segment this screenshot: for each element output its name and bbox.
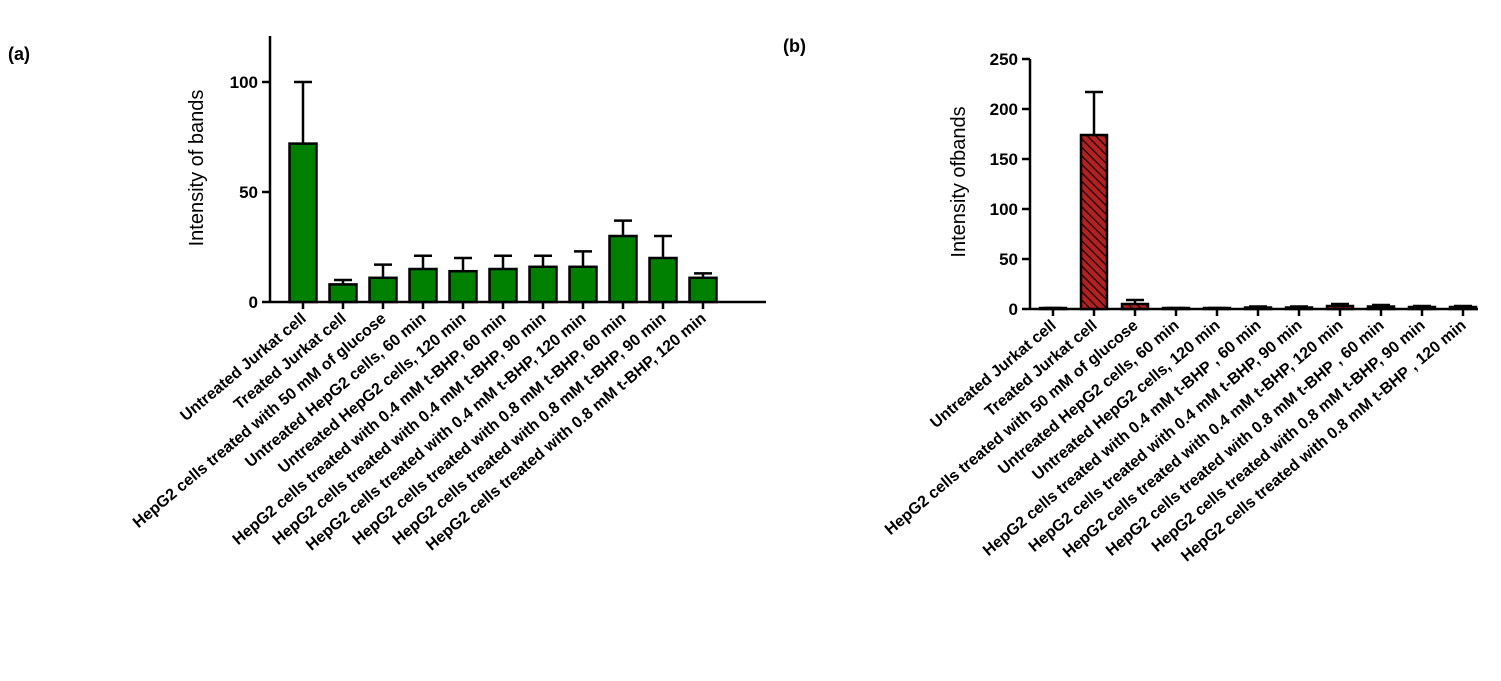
y-axis-title: Intensity of bands xyxy=(186,90,208,247)
bar xyxy=(528,265,558,304)
bar xyxy=(1366,305,1396,311)
y-tick-label: 0 xyxy=(249,293,258,312)
y-tick-label: 50 xyxy=(239,183,258,202)
y-tick-label: 100 xyxy=(230,73,258,92)
bar xyxy=(608,234,638,304)
panel-label: (b) xyxy=(783,36,806,56)
y-tick-label: 100 xyxy=(990,200,1018,219)
bar xyxy=(488,267,518,304)
panel-label: (a) xyxy=(8,44,30,64)
bar xyxy=(1407,305,1437,311)
bar xyxy=(1120,302,1150,311)
y-tick-label: 0 xyxy=(1009,300,1018,319)
y-tick-label: 250 xyxy=(990,50,1018,69)
bar xyxy=(368,276,398,304)
bar xyxy=(648,256,678,304)
bar xyxy=(1448,305,1478,311)
bar xyxy=(688,276,718,304)
bar xyxy=(288,142,318,304)
y-axis-title: Intensity ofbands xyxy=(948,106,970,257)
y-tick-label: 200 xyxy=(990,100,1018,119)
bar xyxy=(448,269,478,304)
chart-panel-b: (b)Intensity ofbands050100150200250Untre… xyxy=(783,36,1478,565)
bar xyxy=(1325,304,1355,311)
y-tick-label: 50 xyxy=(999,250,1018,269)
y-tick-label: 150 xyxy=(990,150,1018,169)
bar xyxy=(328,283,358,304)
bar xyxy=(1079,133,1109,311)
bar xyxy=(408,267,438,304)
bar xyxy=(568,265,598,304)
